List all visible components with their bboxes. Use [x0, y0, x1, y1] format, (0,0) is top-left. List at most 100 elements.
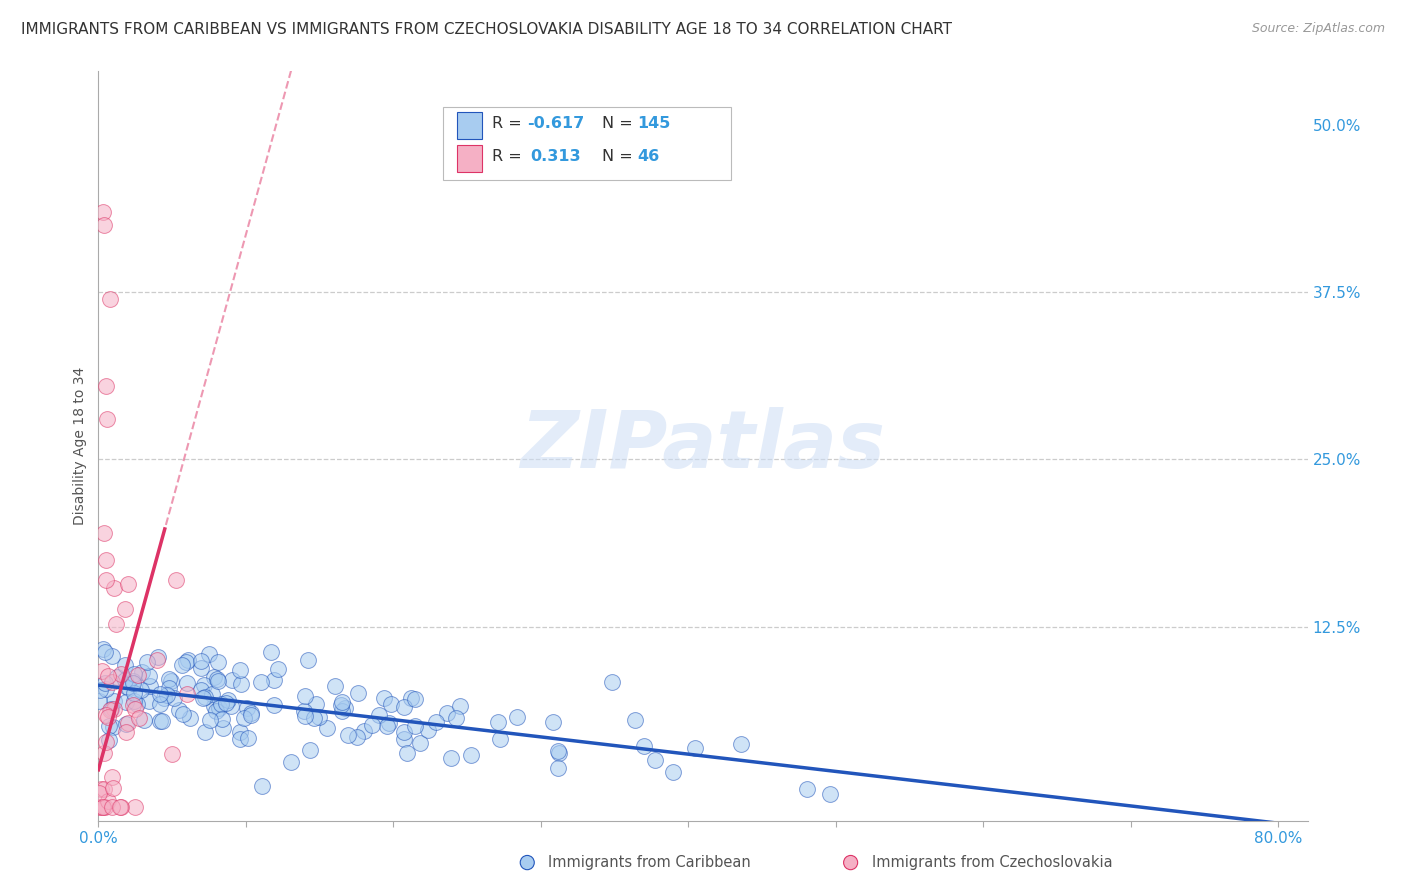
Point [346, 731, 368, 745]
Point [730, 737, 752, 751]
Point [292, 705, 315, 719]
Point [201, 687, 224, 701]
Point [100, 675, 122, 690]
Point [235, 700, 257, 714]
Point [302, 711, 325, 725]
Point [117, 576, 139, 591]
Point [146, 653, 169, 667]
Point [93, 746, 115, 760]
Point [330, 704, 353, 718]
Point [194, 724, 217, 739]
Point [127, 667, 149, 681]
Point [94, 573, 117, 587]
Point [486, 714, 509, 729]
Point [209, 697, 232, 711]
Point [548, 746, 571, 760]
Point [330, 695, 353, 709]
Point [229, 732, 252, 747]
Point [404, 692, 426, 706]
Point [87, 786, 110, 800]
Point [122, 667, 145, 681]
Text: N =: N = [602, 116, 638, 130]
Point [136, 655, 159, 669]
Point [103, 581, 125, 595]
Point [488, 732, 510, 747]
Point [392, 731, 415, 746]
Point [176, 687, 198, 701]
Point [219, 699, 242, 714]
Point [149, 687, 172, 701]
Point [190, 683, 212, 698]
Point [124, 800, 146, 814]
Point [101, 649, 124, 664]
Point [149, 698, 172, 712]
Point [114, 657, 136, 672]
Point [96, 681, 118, 696]
Point [97, 710, 120, 724]
Point [91, 205, 114, 219]
Point [101, 770, 124, 784]
Point [162, 747, 184, 761]
Point [131, 665, 153, 679]
Point [105, 670, 128, 684]
Point [368, 707, 391, 722]
Point [633, 739, 655, 754]
Text: 145: 145 [637, 116, 671, 130]
Point [190, 654, 212, 668]
Text: N =: N = [602, 149, 638, 163]
Point [114, 717, 136, 731]
Point [208, 701, 231, 715]
Point [122, 675, 145, 690]
Point [404, 719, 426, 733]
Point [337, 728, 360, 742]
Point [138, 669, 160, 683]
Point [236, 731, 259, 745]
Point [157, 681, 180, 695]
Point [125, 697, 148, 711]
Point [128, 711, 150, 725]
Point [198, 714, 221, 728]
Point [280, 755, 302, 769]
Point [87, 694, 110, 708]
Point [157, 672, 180, 686]
Point [297, 653, 319, 667]
Point [101, 780, 124, 795]
Point [221, 673, 243, 687]
Point [159, 673, 181, 688]
Text: 46: 46 [637, 149, 659, 163]
Text: -0.617: -0.617 [527, 116, 585, 130]
Point [380, 698, 402, 712]
Text: 0.313: 0.313 [530, 149, 581, 163]
Point [315, 721, 337, 735]
Point [97, 718, 120, 732]
Point [205, 704, 228, 718]
Point [122, 694, 145, 708]
Point [624, 714, 647, 728]
Point [93, 526, 115, 541]
Point [93, 219, 115, 233]
Text: R =: R = [492, 149, 527, 163]
Point [263, 673, 285, 687]
Point [129, 682, 152, 697]
Point [98, 292, 121, 306]
Point [134, 713, 156, 727]
Point [683, 741, 706, 756]
Point [94, 707, 117, 722]
Point [118, 681, 141, 696]
Point [240, 707, 263, 722]
Point [122, 673, 145, 688]
Point [138, 694, 160, 708]
Point [818, 787, 841, 801]
Point [460, 747, 482, 762]
Point [93, 782, 115, 797]
Point [329, 698, 352, 713]
Point [110, 667, 132, 681]
Point [150, 714, 173, 728]
Point [87, 800, 110, 814]
Point [170, 658, 193, 673]
Point [425, 715, 447, 730]
Point [662, 764, 685, 779]
Text: Immigrants from Czechoslovakia: Immigrants from Czechoslovakia [872, 855, 1112, 870]
Point [233, 711, 256, 725]
Point [541, 715, 564, 730]
